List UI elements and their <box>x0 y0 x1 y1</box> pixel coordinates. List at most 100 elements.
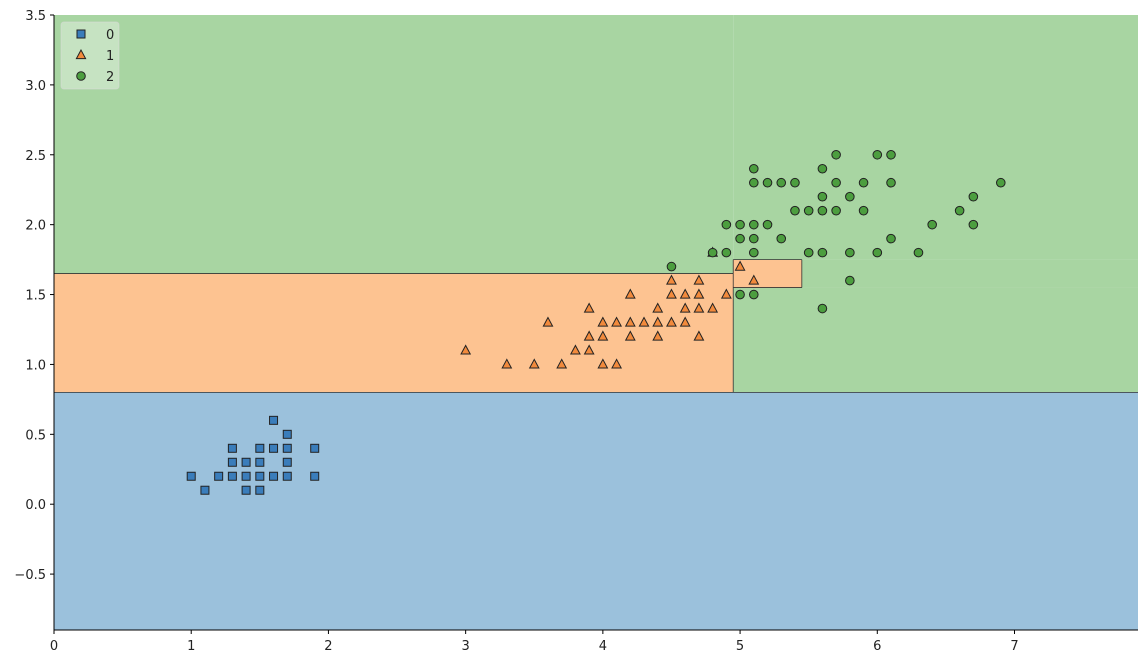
data-point-class-2 <box>845 247 855 258</box>
legend: 0 1 2 <box>60 21 120 90</box>
decision-region-class-2 <box>54 15 734 274</box>
data-point-class-2 <box>831 205 841 216</box>
data-point-class-2 <box>666 261 677 272</box>
decision-region-class-1 <box>54 273 734 393</box>
data-point-class-1 <box>693 274 705 285</box>
data-point-class-2 <box>790 177 800 188</box>
data-point-class-2 <box>803 205 814 216</box>
data-point-class-2 <box>858 177 869 188</box>
legend-box <box>60 21 120 90</box>
data-point-class-2 <box>858 205 869 216</box>
data-point-class-1 <box>611 358 623 369</box>
x-tick-label: 0 <box>50 639 58 654</box>
legend-marker-class-2 <box>76 71 86 81</box>
data-point-class-0 <box>227 443 237 453</box>
data-point-class-2 <box>748 233 759 244</box>
legend-label: 0 <box>106 28 114 43</box>
data-point-class-1 <box>652 302 664 313</box>
data-point-class-2 <box>721 247 732 258</box>
y-tick-label: 2.0 <box>25 219 46 234</box>
data-point-class-1 <box>624 288 636 299</box>
data-point-class-2 <box>735 219 745 230</box>
data-point-class-2 <box>748 219 759 230</box>
data-point-class-1 <box>501 358 513 369</box>
y-tick-label: 0.0 <box>25 498 46 513</box>
data-point-class-1 <box>652 316 664 327</box>
data-point-class-0 <box>282 457 292 467</box>
data-point-class-2 <box>748 247 759 258</box>
x-tick-label: 3 <box>462 639 470 654</box>
data-point-class-0 <box>214 471 224 481</box>
data-point-class-2 <box>968 191 979 202</box>
data-point-class-0 <box>269 471 279 481</box>
data-point-class-1 <box>666 274 677 285</box>
legend-label: 2 <box>106 70 114 85</box>
data-point-class-2 <box>776 177 787 188</box>
data-point-class-0 <box>310 471 320 481</box>
data-point-class-2 <box>817 247 828 258</box>
data-point-class-2 <box>803 247 814 258</box>
legend-marker-class-0 <box>76 29 86 39</box>
data-point-class-2 <box>886 177 896 188</box>
decision-region-class-2 <box>733 15 1138 260</box>
data-point-class-0 <box>255 443 265 453</box>
data-point-class-1 <box>679 316 691 327</box>
data-point-class-1 <box>583 302 595 313</box>
data-point-class-2 <box>707 247 718 258</box>
data-point-class-1 <box>707 302 719 313</box>
data-point-class-1 <box>666 316 677 327</box>
data-point-class-1 <box>542 316 554 327</box>
data-point-class-2 <box>735 233 745 244</box>
data-point-class-1 <box>666 288 677 299</box>
data-point-class-0 <box>186 471 196 481</box>
data-point-class-2 <box>776 233 787 244</box>
data-point-class-2 <box>845 191 855 202</box>
data-point-class-2 <box>872 149 883 160</box>
data-point-class-2 <box>886 233 896 244</box>
data-point-class-0 <box>241 485 251 495</box>
data-point-class-0 <box>227 471 237 481</box>
data-point-class-1 <box>583 344 595 355</box>
data-point-class-1 <box>679 302 691 313</box>
legend-label: 1 <box>106 49 114 64</box>
data-point-class-2 <box>817 303 828 314</box>
data-point-class-2 <box>721 219 732 230</box>
data-point-class-2 <box>927 219 937 230</box>
data-point-class-2 <box>817 191 828 202</box>
y-tick-label: 3.5 <box>25 9 46 24</box>
data-point-class-2 <box>748 177 759 188</box>
data-point-class-2 <box>762 177 773 188</box>
data-point-class-2 <box>790 205 800 216</box>
data-point-class-1 <box>597 330 609 341</box>
data-point-class-0 <box>282 471 292 481</box>
data-point-class-0 <box>310 443 320 453</box>
data-point-class-1 <box>597 358 609 369</box>
data-point-class-0 <box>241 457 251 467</box>
data-point-class-0 <box>241 471 251 481</box>
data-point-class-0 <box>227 457 237 467</box>
data-point-class-1 <box>460 344 472 355</box>
data-point-class-1 <box>556 358 568 369</box>
x-tick-label: 1 <box>187 639 195 654</box>
y-tick-label: 1.5 <box>25 289 46 304</box>
data-point-class-2 <box>748 163 759 174</box>
y-tick-label: 3.0 <box>25 79 46 94</box>
decision-region-class-0 <box>54 392 1138 630</box>
data-point-class-2 <box>817 163 828 174</box>
data-point-class-1 <box>693 330 705 341</box>
decision-region-class-2 <box>801 259 1138 288</box>
data-point-class-0 <box>255 457 265 467</box>
data-point-class-2 <box>886 149 896 160</box>
y-tick-label: −0.5 <box>14 568 46 583</box>
x-tick-label: 2 <box>324 639 332 654</box>
data-point-class-1 <box>624 330 636 341</box>
x-tick-label: 6 <box>873 639 881 654</box>
data-point-class-0 <box>282 443 292 453</box>
axes: 0 1 2 3 4 5 6 7 −0.5 0.0 0.5 1.0 1.5 2.0 2.5 3.0 3.5 <box>14 9 1138 654</box>
data-point-class-0 <box>269 415 279 425</box>
x-tick-label: 7 <box>1010 639 1018 654</box>
x-tick-label: 4 <box>599 639 607 654</box>
data-point-class-1 <box>652 330 664 341</box>
data-point-class-2 <box>817 205 828 216</box>
